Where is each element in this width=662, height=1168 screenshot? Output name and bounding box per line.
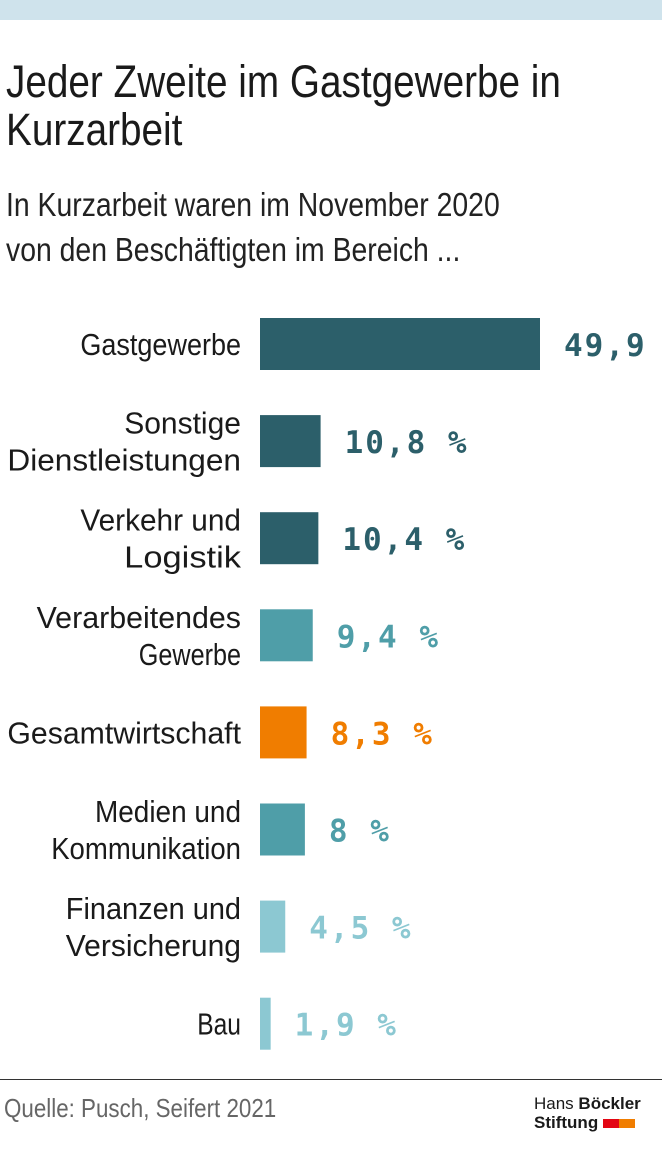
category-label: Verkehr und [80, 503, 241, 538]
bar [260, 803, 305, 856]
category-label: Gastgewerbe [80, 327, 241, 362]
bar [260, 318, 540, 370]
footer-divider [0, 1079, 662, 1080]
value-label: 1,9 % [295, 1008, 398, 1044]
value-label: 10,8 % [345, 425, 469, 461]
category-label: Kommunikation [51, 831, 241, 866]
bar [260, 706, 307, 759]
logo-text-hans: Hans [534, 1094, 574, 1113]
value-label: 4,5 % [309, 911, 412, 947]
category-label: Finanzen und [66, 891, 241, 926]
logo-text-boeckler: Böckler [578, 1094, 641, 1113]
bar [260, 415, 321, 468]
category-label: Gewerbe [139, 637, 241, 672]
bar [260, 900, 286, 953]
category-label: Verarbeitendes [37, 600, 241, 635]
logo-text-stiftung: Stiftung [534, 1113, 599, 1132]
category-label: Logistik [124, 540, 241, 575]
subtitle-line-2: von den Beschäftigten im Bereich ... [6, 231, 461, 268]
category-label: Medien und [95, 794, 241, 829]
hans-boeckler-stiftung-logo: Hans Böckler Stiftung [534, 1094, 641, 1132]
value-label: 8 % [329, 814, 391, 850]
category-label: Dienstleistungen [7, 443, 241, 478]
top-accent-bar [0, 0, 662, 20]
subtitle-line-1: In Kurzarbeit waren im November 2020 [6, 186, 500, 223]
source-note: Quelle: Pusch, Seifert 2021 [4, 1093, 277, 1123]
logo-orange-square [618, 1119, 635, 1129]
bar [260, 609, 313, 662]
value-label: 9,4 % [337, 619, 440, 655]
bar [260, 997, 271, 1050]
category-label: Gesamtwirtschaft [7, 715, 241, 750]
value-label: 8,3 % [331, 716, 434, 752]
chart-subtitle: In Kurzarbeit waren im November 2020 von… [6, 182, 660, 272]
value-label: 10,4 % [342, 522, 466, 558]
bar [260, 512, 319, 565]
category-label: Bau [197, 1007, 241, 1042]
bar-chart: Gastgewerbe 49,9 % SonstigeDienstleistunge… [7, 318, 662, 1050]
logo-red-square [602, 1119, 619, 1129]
category-label: Sonstige [124, 406, 241, 441]
chart-title: Jeder Zweite im Gastgewerbe in Kurzarbei… [6, 56, 561, 155]
value-label: 49,9 % [564, 328, 662, 364]
category-label: Versicherung [66, 928, 241, 963]
